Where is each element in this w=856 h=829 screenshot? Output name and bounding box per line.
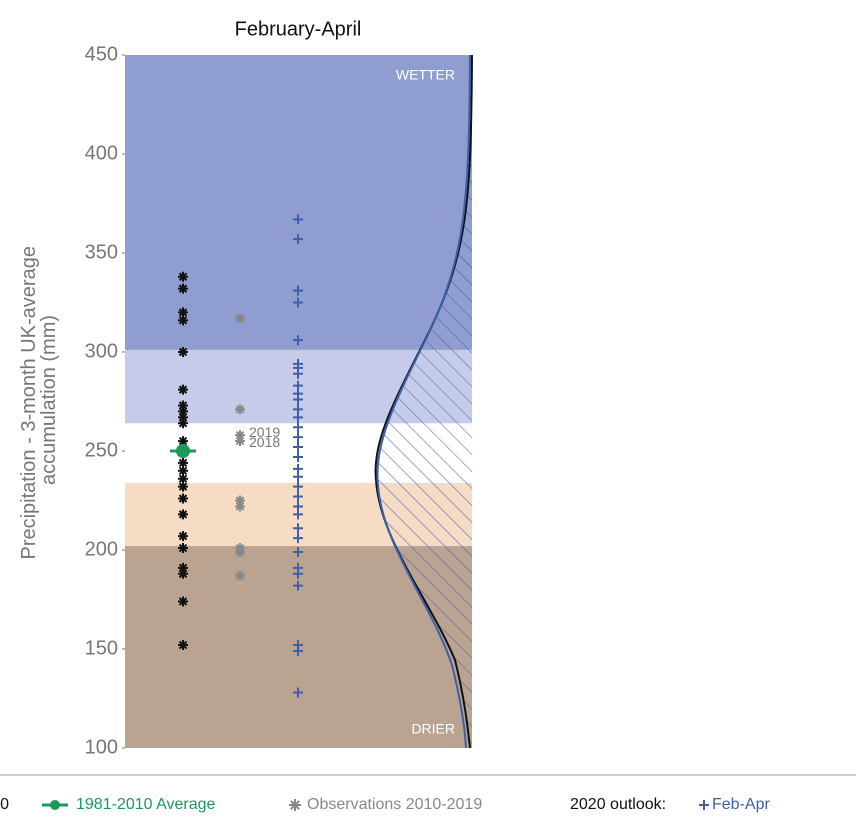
data-point: [293, 523, 303, 534]
y-axis-label-line: Precipitation - 3-month UK-average: [18, 246, 40, 559]
y-axis-label-line: accumulation (mm): [38, 315, 60, 485]
data-point: [235, 430, 245, 441]
annotation: DRIER: [411, 721, 455, 737]
data-point: [178, 568, 188, 579]
data-point: [178, 465, 188, 476]
point-label: 2018: [249, 434, 280, 450]
data-point: [235, 313, 245, 324]
point-label: 2019: [249, 424, 280, 440]
data-point: [178, 400, 188, 411]
y-tick-label: 450: [85, 43, 118, 65]
data-point: [293, 412, 303, 423]
y-tick-label: 200: [85, 538, 118, 560]
y-tick-label: 300: [85, 340, 118, 362]
data-point: [293, 687, 303, 698]
legend-marker: [289, 799, 301, 811]
data-point: [178, 347, 188, 357]
average-point: [176, 444, 190, 458]
data-point: [293, 568, 303, 579]
legend-label: Feb-Apr: [712, 796, 770, 813]
data-point: [293, 335, 303, 346]
data-point: [178, 481, 188, 492]
data-point: [178, 418, 188, 429]
data-point: [178, 509, 188, 520]
data-point: [293, 451, 303, 462]
data-point: [235, 404, 245, 415]
data-point: [178, 384, 188, 395]
data-point: [293, 491, 303, 502]
data-point: [293, 533, 303, 544]
data-point: [178, 640, 188, 651]
legend-label: Observations 1981-2010: [0, 796, 9, 813]
data-point: [178, 436, 188, 447]
data-point: [178, 412, 188, 423]
data-point: [293, 509, 303, 520]
y-tick-label: 100: [85, 736, 118, 758]
annotation: WETTER: [396, 67, 455, 83]
y-axis-label: Precipitation - 3-month UK-average accum…: [18, 240, 60, 559]
outlook-curve: [376, 54, 471, 749]
data-point: [178, 315, 188, 326]
legend-marker: [699, 800, 709, 810]
y-tick-label: 350: [85, 241, 118, 263]
y-tick-label: 400: [85, 142, 118, 164]
data-point: [293, 580, 303, 591]
legend-marker: [50, 800, 60, 810]
data-point: [235, 495, 245, 506]
distribution-curve: [374, 54, 473, 749]
chart-title: February-April: [235, 18, 362, 40]
data-point: [293, 214, 303, 225]
data-point: [178, 531, 188, 542]
data-point: [235, 436, 245, 447]
data-point: [235, 546, 245, 557]
data-point: [178, 473, 188, 484]
data-point: [178, 457, 188, 468]
legend-outlook-label: 2020 outlook:: [570, 796, 666, 813]
data-point: [293, 234, 303, 245]
data-point: [235, 570, 245, 581]
data-point: [178, 271, 188, 282]
data-point: [178, 596, 188, 607]
y-tick-label: 150: [85, 637, 118, 659]
data-point: [293, 422, 303, 433]
data-point: [293, 645, 303, 656]
data-point: [178, 493, 188, 504]
data-point: [178, 543, 188, 554]
data-point: [293, 297, 303, 308]
data-point: [235, 501, 245, 512]
data-point: [293, 481, 303, 492]
distribution-hatch: [375, 55, 472, 748]
data-point: [293, 432, 303, 443]
data-point: [293, 546, 303, 557]
data-point: [293, 442, 303, 453]
legend-label: Observations 2010-2019: [307, 796, 482, 813]
legend-label: 1981-2010 Average: [76, 796, 215, 813]
data-point: [178, 307, 188, 318]
data-point: [293, 368, 303, 379]
data-point: [178, 283, 188, 294]
data-point: [178, 562, 188, 573]
y-tick-label: 250: [85, 439, 118, 461]
data-point: [293, 285, 303, 296]
data-point: [293, 394, 303, 405]
data-point: [293, 471, 303, 482]
data-point: [178, 406, 188, 417]
